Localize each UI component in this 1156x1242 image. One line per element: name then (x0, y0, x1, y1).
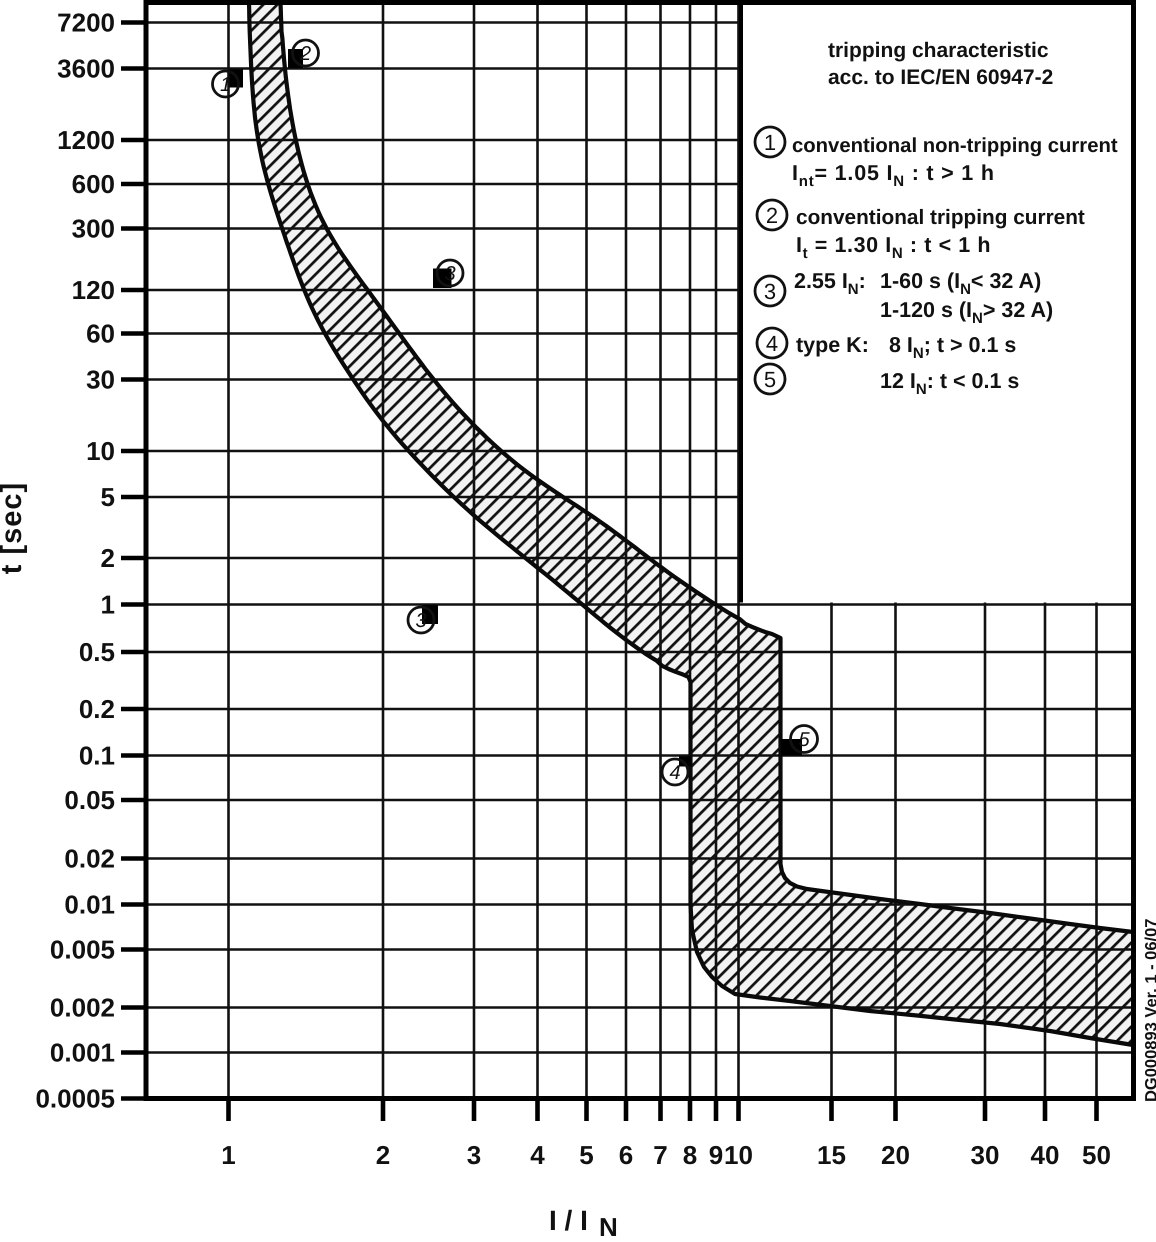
svg-text:9: 9 (709, 1140, 723, 1170)
svg-text:5: 5 (764, 367, 776, 392)
svg-text:3: 3 (764, 279, 776, 304)
svg-text:30: 30 (971, 1140, 1000, 1170)
svg-text:1: 1 (220, 74, 231, 96)
svg-text:0.1: 0.1 (79, 741, 115, 771)
svg-text:120: 120 (72, 275, 115, 305)
svg-text:conventional tripping current: conventional tripping current (796, 206, 1085, 229)
svg-text:8: 8 (683, 1140, 697, 1170)
svg-text:40: 40 (1031, 1140, 1060, 1170)
svg-text:10: 10 (86, 436, 115, 466)
svg-text:0.2: 0.2 (79, 694, 115, 724)
svg-text:6: 6 (619, 1140, 633, 1170)
svg-text:3: 3 (444, 263, 455, 285)
svg-text:2: 2 (101, 543, 115, 573)
svg-text:0.01: 0.01 (64, 890, 115, 920)
svg-text:conventional non-tripping curr: conventional non-tripping current (792, 135, 1118, 157)
svg-text:acc. to IEC/EN 60947-2: acc. to IEC/EN 60947-2 (828, 66, 1053, 89)
svg-text:10: 10 (724, 1140, 753, 1170)
svg-text:1: 1 (764, 130, 776, 155)
svg-text:1: 1 (221, 1140, 235, 1170)
svg-text:30: 30 (86, 365, 115, 395)
svg-text:0.02: 0.02 (64, 844, 115, 874)
svg-text:60: 60 (86, 319, 115, 349)
svg-text:4: 4 (766, 331, 778, 356)
svg-text:15: 15 (817, 1140, 846, 1170)
svg-text:2: 2 (766, 203, 778, 228)
svg-text:0.0005: 0.0005 (35, 1084, 115, 1114)
svg-text:3: 3 (415, 610, 426, 632)
svg-text:4: 4 (669, 762, 680, 784)
svg-text:0.001: 0.001 (50, 1038, 115, 1068)
svg-text:50: 50 (1082, 1140, 1111, 1170)
svg-text:t [sec]: t [sec] (0, 482, 28, 574)
svg-text:0.05: 0.05 (64, 785, 115, 815)
svg-text:5: 5 (579, 1140, 593, 1170)
svg-text:4: 4 (530, 1140, 545, 1170)
svg-text:2: 2 (299, 43, 311, 65)
svg-text:3600: 3600 (57, 54, 115, 84)
svg-text:3: 3 (467, 1140, 481, 1170)
svg-text:2: 2 (376, 1140, 390, 1170)
svg-text:I / I: I / I (549, 1205, 588, 1236)
svg-text:20: 20 (881, 1140, 910, 1170)
svg-text:0.5: 0.5 (79, 637, 115, 667)
svg-text:600: 600 (72, 169, 115, 199)
svg-text:tripping characteristic: tripping characteristic (828, 39, 1049, 62)
svg-text:7: 7 (653, 1140, 667, 1170)
svg-text:1200: 1200 (57, 125, 115, 155)
svg-text:N: N (599, 1212, 618, 1237)
svg-text:7200: 7200 (57, 8, 115, 38)
svg-text:0.005: 0.005 (50, 935, 115, 965)
svg-text:5: 5 (101, 482, 115, 512)
svg-text:DG000893 Ver. 1 - 06/07: DG000893 Ver. 1 - 06/07 (1143, 919, 1156, 1102)
svg-text:0.002: 0.002 (50, 993, 115, 1023)
svg-text:5: 5 (798, 729, 810, 751)
svg-text:1: 1 (101, 590, 115, 620)
svg-text:type K:: type K: (796, 333, 869, 357)
svg-text:300: 300 (72, 214, 115, 244)
